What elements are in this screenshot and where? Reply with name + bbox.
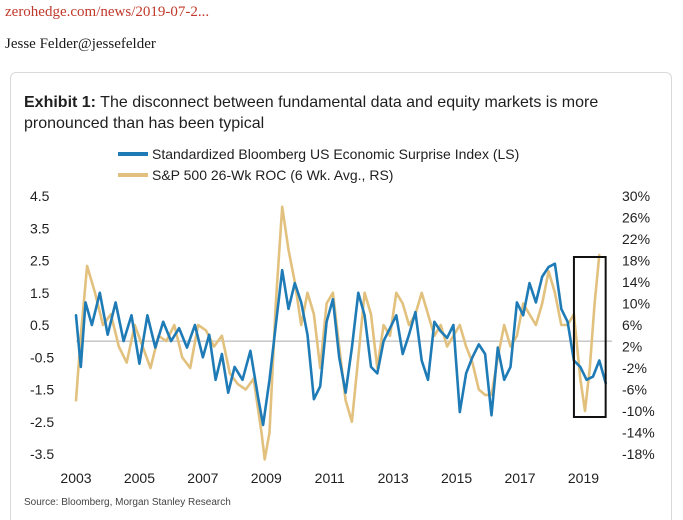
y-right-tick-1: 30%	[622, 188, 650, 204]
y-right-tick-2: 26%	[622, 210, 650, 226]
x-tick-8: 2017	[504, 470, 535, 486]
x-tick-3: 2007	[187, 470, 218, 486]
y-right-tick-6: 10%	[622, 296, 650, 312]
y-left-tick-3: 2.5	[30, 253, 50, 269]
author-handle[interactable]: Jesse Felder@jessefelder	[5, 36, 156, 52]
x-tick-6: 2013	[378, 470, 409, 486]
chart-card	[10, 72, 672, 520]
legend-label-1: Standardized Bloomberg US Economic Surpr…	[152, 146, 519, 162]
legend-label-2: S&P 500 26-Wk ROC (6 Wk. Avg., RS)	[152, 167, 393, 183]
exhibit-label: Exhibit 1:	[24, 94, 97, 111]
y-left-tick-5: 0.5	[30, 317, 50, 333]
y-right-tick-8: 2%	[622, 339, 642, 355]
x-tick-9: 2019	[568, 470, 599, 486]
y-right-tick-5: 14%	[622, 274, 650, 290]
y-left-tick-9: -3.5	[30, 446, 54, 462]
x-tick-4: 2009	[251, 470, 282, 486]
y-right-tick-9: -2%	[622, 360, 647, 376]
y-left-tick-2: 3.5	[30, 220, 50, 236]
y-right-tick-4: 18%	[622, 253, 650, 269]
source-link[interactable]: zerohedge.com/news/2019-07-2...	[5, 4, 210, 20]
y-left-tick-1: 4.5	[30, 188, 50, 204]
y-right-tick-3: 22%	[622, 231, 650, 247]
y-right-tick-11: -10%	[622, 403, 655, 419]
x-tick-2: 2005	[124, 470, 155, 486]
x-tick-7: 2015	[441, 470, 472, 486]
x-tick-5: 2011	[315, 470, 345, 486]
y-left-tick-7: -1.5	[30, 382, 54, 398]
series-line-1	[74, 262, 608, 427]
exhibit-title-text: The disconnect between fundamental data …	[24, 94, 599, 132]
y-left-tick-4: 1.5	[30, 285, 50, 301]
x-tick-1: 2003	[60, 470, 91, 486]
series-line-2	[74, 205, 601, 461]
y-right-tick-7: 6%	[622, 317, 642, 333]
y-right-tick-13: -18%	[622, 446, 655, 462]
y-left-tick-8: -2.5	[30, 414, 54, 430]
chart-title: Exhibit 1: The disconnect between fundam…	[24, 92, 672, 134]
highlight-box	[572, 256, 607, 418]
y-right-tick-10: -6%	[622, 382, 647, 398]
chart-source: Source: Bloomberg, Morgan Stanley Resear…	[24, 497, 231, 508]
y-left-tick-6: -0.5	[30, 349, 54, 365]
y-right-tick-12: -14%	[622, 425, 655, 441]
